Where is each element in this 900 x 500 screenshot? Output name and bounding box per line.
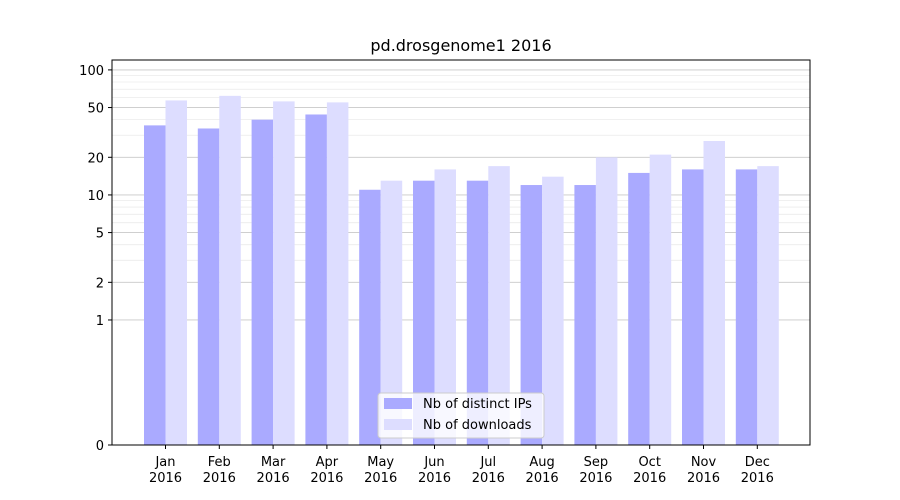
bar-downloads — [434, 169, 456, 445]
x-tick-label-month: Apr — [316, 455, 339, 470]
x-tick-label-month: Feb — [208, 455, 231, 470]
y-tick-label: 1 — [96, 314, 104, 329]
x-tick-label-month: May — [367, 455, 394, 470]
bar-downloads — [649, 154, 672, 446]
bar-downloads — [380, 180, 403, 445]
bar-distinct-ips — [520, 185, 543, 445]
bar-downloads — [542, 176, 564, 445]
x-tick-label-month: Jun — [423, 455, 444, 470]
bar-distinct-ips — [251, 119, 274, 446]
y-tick-label: 5 — [96, 227, 104, 242]
x-tick-label-month: Aug — [529, 455, 554, 470]
bar-distinct-ips — [628, 172, 650, 445]
legend-label: Nb of downloads — [423, 418, 532, 433]
x-tick-label-year: 2016 — [364, 471, 397, 486]
bar-distinct-ips — [144, 125, 166, 445]
legend-swatch — [384, 419, 412, 430]
y-tick-label: 20 — [87, 151, 104, 166]
bar-distinct-ips — [735, 169, 758, 445]
x-tick-label-month: Mar — [261, 455, 286, 470]
bar-downloads — [703, 140, 725, 445]
bar-downloads — [326, 102, 349, 445]
bar-downloads — [273, 101, 295, 445]
bar-downloads — [219, 95, 241, 446]
x-tick-label-year: 2016 — [526, 471, 559, 486]
bar-downloads — [165, 100, 187, 445]
bar-distinct-ips — [197, 128, 220, 445]
y-tick-label: 50 — [87, 102, 104, 117]
legend-swatch — [384, 398, 412, 409]
x-tick-label-month: Dec — [745, 455, 770, 470]
axes: 0125102050100Jan2016Feb2016Mar2016Apr201… — [79, 64, 774, 486]
x-tick-label-month: Jan — [154, 455, 175, 470]
y-tick-label: 0 — [96, 439, 104, 454]
x-tick-label-month: Sep — [584, 455, 609, 470]
bar-distinct-ips — [413, 180, 435, 445]
x-tick-label-year: 2016 — [149, 471, 182, 486]
y-tick-label: 100 — [79, 64, 104, 79]
x-tick-label-year: 2016 — [579, 471, 612, 486]
x-tick-label-year: 2016 — [257, 471, 290, 486]
chart-title: pd.drosgenome1 2016 — [370, 36, 551, 55]
legend-label: Nb of distinct IPs — [423, 397, 532, 412]
legend-box — [377, 392, 545, 439]
bars — [144, 95, 779, 446]
bar-distinct-ips — [359, 189, 381, 445]
x-tick-label-year: 2016 — [203, 471, 236, 486]
x-tick-label-year: 2016 — [472, 471, 505, 486]
x-tick-label-year: 2016 — [687, 471, 720, 486]
bar-distinct-ips — [574, 185, 596, 445]
x-tick-label-year: 2016 — [310, 471, 343, 486]
bar-distinct-ips — [305, 114, 327, 445]
y-tick-label: 10 — [87, 189, 104, 204]
x-tick-label-year: 2016 — [633, 471, 666, 486]
x-tick-label-month: Jul — [479, 455, 496, 470]
x-tick-label-year: 2016 — [741, 471, 774, 486]
x-tick-label-month: Nov — [691, 455, 717, 470]
x-tick-label-year: 2016 — [418, 471, 451, 486]
plot-frame — [111, 59, 811, 446]
bar-downloads — [488, 166, 510, 445]
bar-distinct-ips — [466, 180, 489, 445]
legend: Nb of distinct IPs Nb of downloads — [377, 392, 545, 439]
bar-distinct-ips — [682, 169, 704, 445]
x-tick-label-month: Oct — [638, 455, 660, 470]
y-tick-label: 2 — [96, 276, 104, 291]
bar-downloads — [757, 166, 779, 445]
bar-downloads — [595, 157, 618, 445]
